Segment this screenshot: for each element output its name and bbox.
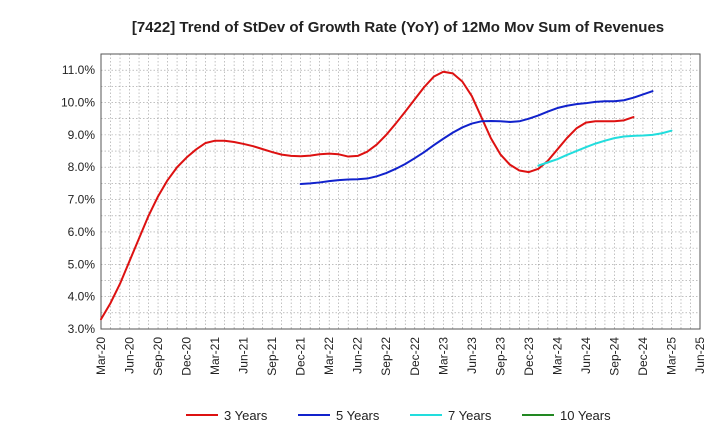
x-tick-label: Mar-20 [94, 337, 108, 375]
legend-label: 3 Years [224, 408, 268, 423]
x-tick-label: Sep-22 [379, 337, 393, 376]
y-tick-label: 11.0% [62, 63, 95, 77]
x-tick-label: Sep-21 [265, 337, 279, 376]
legend-label: 10 Years [560, 408, 611, 423]
x-tick-label: Jun-21 [237, 337, 251, 374]
x-tick-label: Dec-23 [522, 337, 536, 376]
legend-label: 5 Years [336, 408, 380, 423]
x-tick-labels: Mar-20 Jun-20 Sep-20 Dec-20 Mar-21 Jun-21 Sep-… [94, 337, 707, 376]
legend-label: 7 Years [448, 408, 492, 423]
y-tick-labels: 3.0% 4.0% 5.0% 6.0% 7.0% 8.0% 9.0% 10.0% 11.0% [61, 63, 95, 336]
plot-frame [100, 53, 701, 330]
x-tick-label: Dec-21 [294, 337, 308, 376]
x-tick-label: Jun-24 [579, 337, 593, 374]
y-tick-label: 8.0% [68, 160, 96, 174]
x-tick-label: Jun-23 [465, 337, 479, 374]
legend: 3 Years 5 Years 7 Years 10 Years [186, 408, 611, 423]
x-tick-label: Dec-24 [636, 337, 650, 376]
grid [100, 53, 701, 330]
x-tick-label: Dec-20 [180, 337, 194, 376]
x-tick-label: Mar-25 [664, 337, 678, 375]
x-tick-label: Mar-24 [550, 337, 564, 375]
x-tick-label: Mar-22 [322, 337, 336, 375]
y-tick-label: 10.0% [61, 96, 95, 110]
x-tick-label: Sep-23 [493, 337, 507, 376]
x-tick-label: Jun-22 [351, 337, 365, 374]
axes [100, 53, 701, 330]
x-tick-label: Dec-22 [408, 337, 422, 376]
x-tick-label: Mar-21 [208, 337, 222, 375]
y-tick-label: 4.0% [68, 290, 96, 304]
series-line-5-years [299, 90, 654, 186]
series-line-7-years [537, 129, 673, 167]
y-tick-label: 7.0% [68, 193, 96, 207]
x-tick-label: Sep-24 [607, 337, 621, 376]
x-tick-label: Jun-20 [123, 337, 137, 374]
x-tick-label: Jun-25 [693, 337, 707, 374]
series-lines [100, 70, 673, 321]
x-tick-label: Sep-20 [151, 337, 165, 376]
y-tick-label: 3.0% [68, 322, 96, 336]
chart-title: [7422] Trend of StDev of Growth Rate (Yo… [132, 19, 664, 36]
y-tick-label: 6.0% [68, 225, 96, 239]
x-tick-label: Mar-23 [436, 337, 450, 375]
y-tick-label: 9.0% [68, 128, 96, 142]
y-tick-label: 5.0% [68, 257, 96, 271]
